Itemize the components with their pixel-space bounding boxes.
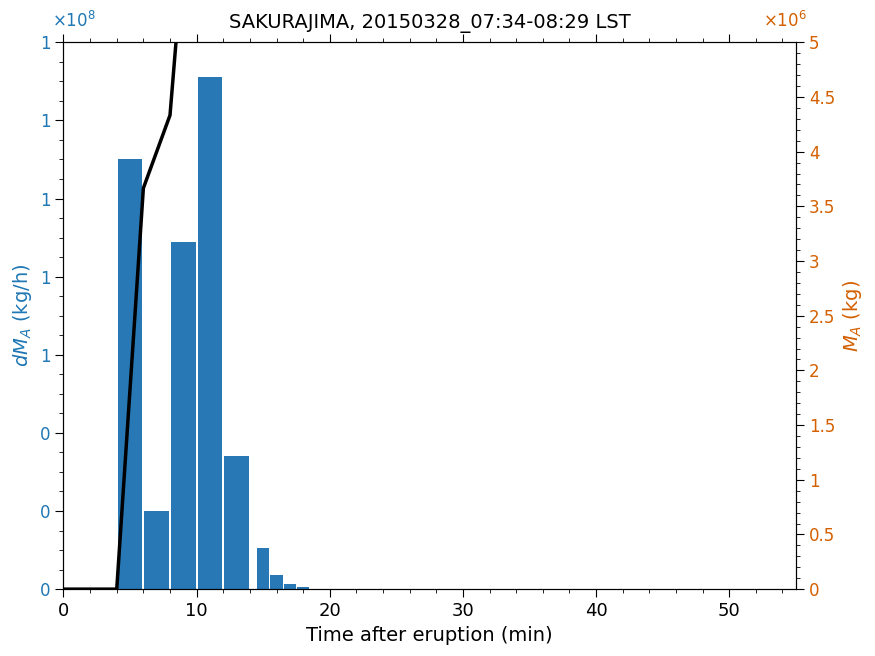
X-axis label: Time after eruption (min): Time after eruption (min) (306, 626, 553, 645)
Bar (297, 587, 309, 589)
Bar (270, 575, 283, 589)
Y-axis label: $dM_A$ (kg/h): $dM_A$ (kg/h) (11, 264, 34, 367)
Bar (172, 241, 195, 589)
Text: $\times10^8$: $\times10^8$ (52, 11, 96, 31)
Text: $\times10^6$: $\times10^6$ (763, 11, 807, 31)
Bar (118, 159, 143, 589)
Bar (257, 548, 270, 589)
Bar (144, 511, 169, 589)
Bar (224, 457, 248, 589)
Bar (284, 584, 296, 589)
Bar (198, 77, 222, 589)
Y-axis label: $M_A$ (kg): $M_A$ (kg) (841, 279, 864, 352)
Title: SAKURAJIMA, 20150328_07:34-08:29 LST: SAKURAJIMA, 20150328_07:34-08:29 LST (228, 14, 631, 33)
